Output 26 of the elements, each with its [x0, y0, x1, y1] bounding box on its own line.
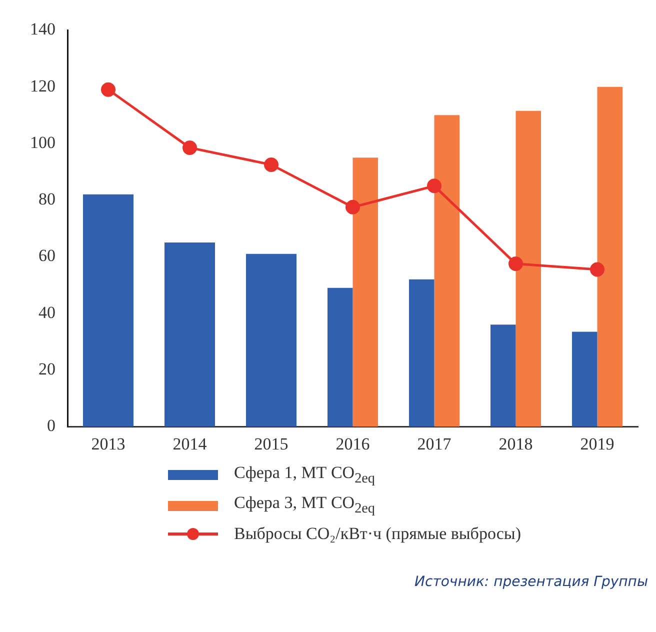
x-tick-label: 2017 [417, 434, 452, 454]
point [182, 140, 197, 155]
text: Источник: презентация Группы [414, 574, 648, 590]
legend-label: Сфера 3, МТ CO$_{2eq}$ [234, 493, 376, 518]
x-tick-label: 2015 [254, 434, 288, 454]
point [427, 178, 442, 194]
y-tick-label: 40 [38, 302, 56, 322]
y-tick-label: 0 [47, 416, 56, 436]
x-tick-label: 2014 [172, 434, 208, 454]
legend-label: Выбросы CO₂/кВт·ч (прямые выбросы) [234, 524, 522, 544]
point [590, 262, 604, 277]
y-tick-label: 60 [38, 246, 56, 266]
point [101, 82, 116, 97]
legend-label: Сфера 1, МТ CO$_{2eq}$ [234, 463, 376, 488]
y-tick-label: 100 [30, 132, 56, 152]
y-tick-label: 80 [38, 190, 56, 209]
x-tick-label: 2018 [498, 434, 533, 454]
point [346, 200, 360, 214]
y-tick-label: 120 [30, 76, 56, 96]
x-tick-label: 2013 [91, 434, 126, 454]
x-tick-label: 2016 [336, 434, 370, 454]
point [508, 256, 523, 272]
point [264, 157, 278, 172]
y-tick-label: 140 [30, 20, 56, 39]
y-tick-label: 20 [38, 359, 56, 378]
x-tick-label: 2019 [580, 434, 614, 454]
